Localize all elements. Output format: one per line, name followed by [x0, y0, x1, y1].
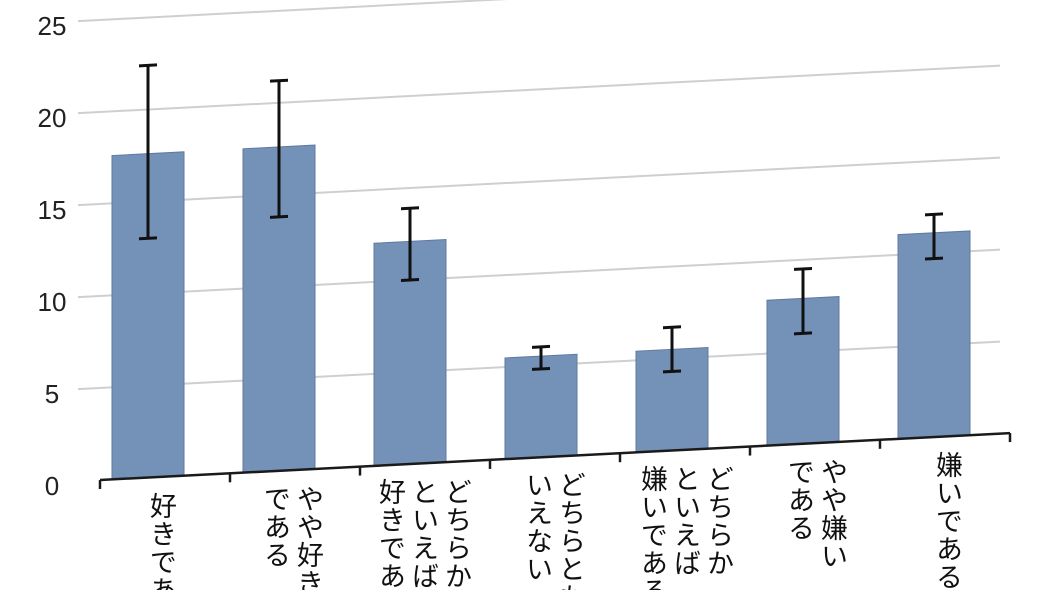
error-bar-cap-top [532, 344, 550, 349]
error-bar-cap-bottom [532, 366, 550, 371]
x-tick-label: どちらか といえば 好きである [374, 478, 471, 590]
error-bar-cap-top [663, 325, 681, 330]
bars [111, 144, 971, 480]
x-axis-ticks [98, 433, 1012, 490]
error-bar-cap-bottom [794, 331, 812, 336]
y-tick-label: 25 [38, 11, 67, 41]
y-axis-labels: 0 5 10 15 20 25 [38, 11, 67, 501]
error-bar [139, 63, 157, 241]
error-bar-cap-bottom [925, 256, 943, 261]
error-bars [139, 63, 943, 374]
x-axis-line [100, 431, 1010, 482]
y-tick-label: 15 [38, 195, 67, 225]
plot-area [78, 0, 1012, 490]
error-bar-cap-top [270, 78, 288, 83]
x-tick-label: やや好き である [259, 485, 323, 590]
error-bar [270, 78, 288, 219]
y-tick-label: 5 [45, 379, 59, 409]
error-bar [401, 206, 419, 282]
y-tick-label: 10 [38, 287, 67, 317]
error-bar-cap-top [139, 63, 157, 68]
error-bar-cap-bottom [139, 236, 157, 241]
x-tick-label: どちらとも いえない [521, 471, 585, 590]
error-bar-cap-top [925, 212, 943, 217]
bar [897, 230, 971, 440]
error-bar-cap-bottom [270, 214, 288, 219]
gridline [78, 64, 1000, 115]
gridline [78, 0, 1000, 23]
error-bar-cap-top [794, 267, 812, 271]
error-bar-cap-bottom [401, 278, 419, 282]
x-tick-label: やや嫌い である [783, 458, 847, 570]
error-bar-cap-top [401, 206, 419, 211]
gridlines [78, 0, 1000, 391]
error-bar [532, 344, 550, 371]
error-bar [794, 267, 812, 336]
gridline [78, 248, 1000, 299]
error-bar [925, 212, 943, 261]
y-tick-label: 0 [45, 471, 59, 501]
y-tick-label: 20 [38, 103, 67, 133]
error-bar-cap-bottom [663, 369, 681, 374]
gridline [78, 156, 1000, 207]
x-tick-label: 好きである [145, 492, 176, 590]
x-tick-label: どちらか といえば 嫌いである [636, 465, 733, 590]
error-bar [663, 325, 681, 374]
x-tick-label: 嫌いである [931, 451, 962, 590]
